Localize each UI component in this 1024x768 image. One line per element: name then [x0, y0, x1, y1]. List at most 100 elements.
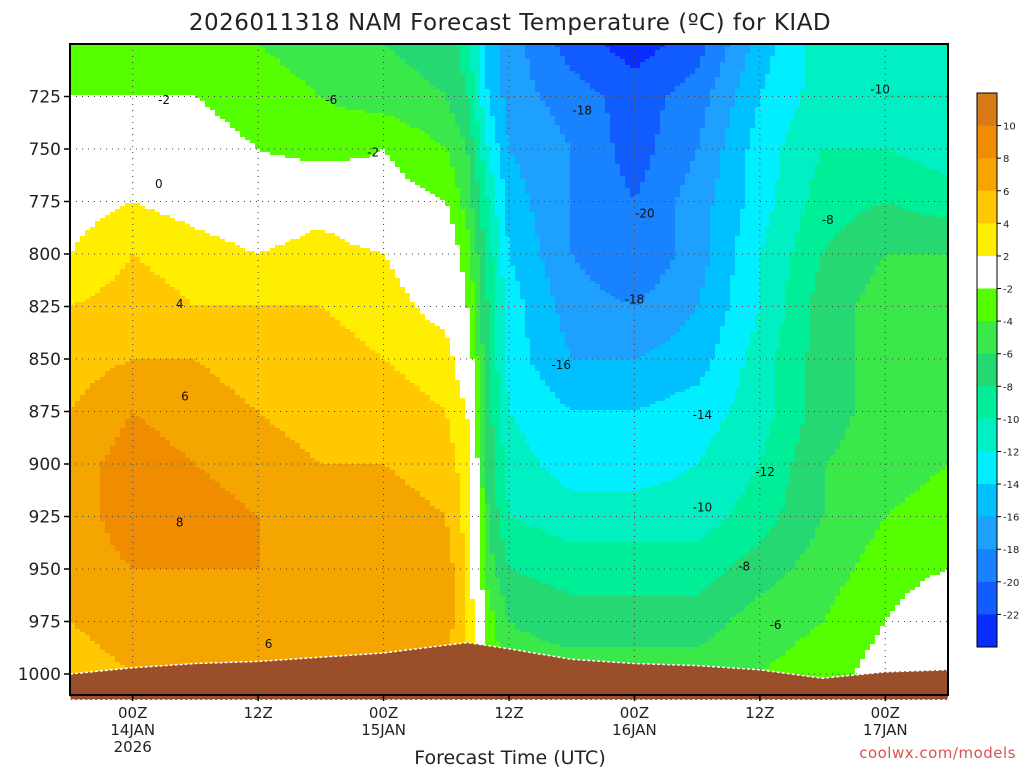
- field-cell: [455, 125, 461, 189]
- field-cell: [80, 395, 86, 633]
- field-cell: [865, 284, 871, 546]
- field-cell: [735, 44, 741, 90]
- field-cell: [925, 167, 931, 216]
- field-cell: [205, 473, 211, 570]
- field-cell: [380, 44, 386, 114]
- field-cell: [560, 539, 566, 591]
- field-cell: [110, 368, 116, 447]
- field-cell: [760, 89, 766, 246]
- field-cell: [815, 272, 821, 528]
- y-tick-label: 775: [29, 193, 61, 213]
- field-cell: [815, 527, 821, 627]
- field-cell: [135, 416, 141, 570]
- field-cell: [755, 44, 761, 108]
- field-cell: [435, 197, 441, 327]
- field-cell: [180, 44, 186, 96]
- field-cell: [450, 443, 456, 564]
- field-cell: [185, 224, 191, 300]
- field-cell: [875, 149, 881, 207]
- field-cell: [565, 593, 571, 648]
- field-cell: [535, 371, 541, 459]
- field-cell: [640, 44, 646, 63]
- field-cell: [585, 44, 591, 84]
- field-cell: [925, 44, 931, 96]
- field-cell: [70, 305, 76, 408]
- field-cell: [700, 377, 706, 456]
- field-cell: [375, 353, 381, 465]
- colorbar-legend: 10 8 6 4 2 -2 -4 -6 -8 -10 -12 -14 -16 -18 -20 -22: [976, 92, 1019, 648]
- field-cell: [500, 278, 506, 447]
- field-cell: [685, 320, 691, 390]
- field-cell: [625, 188, 631, 303]
- field-cell: [805, 350, 811, 549]
- field-cell: [455, 473, 461, 695]
- x-tick-label: 12Z: [243, 704, 272, 722]
- field-cell: [700, 128, 706, 288]
- field-cell: [330, 44, 336, 105]
- field-cell: [755, 545, 761, 597]
- field-cell: [80, 95, 86, 237]
- field-cell: [310, 230, 316, 306]
- field-cell: [835, 149, 841, 234]
- field-cell: [715, 632, 721, 695]
- field-cell: [460, 398, 466, 534]
- field-cell: [870, 206, 876, 276]
- field-cell: [530, 80, 536, 213]
- field-cell: [585, 542, 591, 597]
- field-cell: [120, 95, 126, 207]
- field-cell: [365, 113, 371, 159]
- field-cell: [285, 158, 291, 243]
- field-cell: [135, 359, 141, 417]
- field-cell: [640, 182, 646, 300]
- field-cell: [225, 491, 231, 570]
- field-cell: [475, 356, 481, 459]
- field-cell: [910, 212, 916, 255]
- field-cell: [280, 245, 286, 306]
- field-cell: [75, 95, 81, 243]
- field-cell: [620, 176, 626, 303]
- field-cell: [710, 581, 716, 639]
- field-cell: [530, 527, 536, 579]
- field-cell: [610, 44, 616, 54]
- field-cell: [145, 95, 151, 210]
- field-cell: [225, 44, 231, 123]
- field-cell: [630, 542, 636, 597]
- field-cell: [910, 95, 916, 99]
- field-cell: [195, 230, 201, 306]
- field-cell: [200, 230, 206, 306]
- field-cell: [595, 284, 601, 360]
- field-cell: [600, 359, 606, 411]
- field-cell: [885, 515, 891, 618]
- field-cell: [480, 488, 486, 591]
- field-cell: [520, 434, 526, 522]
- field-cell: [840, 149, 846, 231]
- colorbar-label: 2: [1003, 252, 1009, 263]
- field-cell: [850, 44, 856, 150]
- field-cell: [735, 389, 741, 501]
- field-cell: [270, 425, 276, 695]
- field-cell: [740, 71, 746, 210]
- field-cell: [465, 230, 471, 309]
- field-cell: [665, 482, 671, 543]
- field-cell: [725, 569, 731, 624]
- field-cell: [900, 44, 906, 96]
- field-cell: [235, 569, 241, 695]
- field-cell: [175, 290, 181, 360]
- field-cell: [315, 230, 321, 306]
- field-cell: [390, 161, 396, 270]
- field-cell: [660, 110, 666, 276]
- field-cell: [660, 482, 666, 543]
- field-cell: [215, 482, 221, 570]
- contour-label: -16: [551, 358, 571, 372]
- field-cell: [605, 359, 611, 411]
- field-cell: [120, 269, 126, 366]
- field-cell: [360, 110, 366, 159]
- field-cell: [575, 263, 581, 360]
- field-cell: [635, 305, 641, 360]
- field-cell: [790, 119, 796, 252]
- field-cell: [845, 224, 851, 429]
- field-cell: [190, 461, 196, 570]
- field-cell: [85, 635, 91, 695]
- field-cell: [635, 410, 641, 492]
